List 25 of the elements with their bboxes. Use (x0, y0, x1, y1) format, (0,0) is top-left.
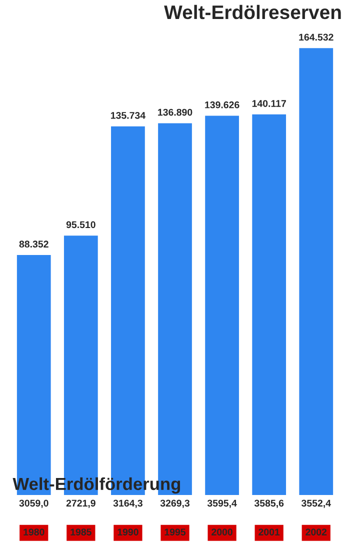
data-label: 139.626 (205, 101, 240, 108)
data-label: 164.532 (299, 34, 334, 41)
x-tick-label: 1980 (24, 528, 44, 536)
data-label: 2721,9 (66, 500, 96, 508)
bar (299, 48, 334, 495)
x-tick-label: 2002 (306, 528, 327, 536)
data-label: 3552,4 (301, 500, 331, 508)
bar (205, 116, 239, 495)
data-label: 140.117 (252, 100, 286, 107)
data-label: 95.510 (66, 221, 96, 228)
data-label: 135.734 (111, 112, 146, 119)
data-label: 3059,0 (19, 500, 48, 508)
data-label: 3164,3 (113, 500, 142, 508)
data-label: 88.352 (19, 240, 48, 248)
bar (252, 114, 286, 495)
data-label: 3585,6 (254, 500, 284, 508)
x-tick-label: 2001 (258, 528, 280, 536)
x-tick-label: 1985 (70, 528, 92, 536)
x-tick-label: 1995 (164, 528, 186, 536)
x-tick-label: 2000 (212, 528, 232, 536)
data-label: 3595,4 (207, 500, 237, 508)
chart-title: Welt-Erdölreserven (164, 4, 341, 20)
data-label: 136.890 (158, 108, 192, 116)
data-label: 3269,3 (160, 500, 190, 508)
x-tick-label: 1990 (118, 528, 138, 536)
